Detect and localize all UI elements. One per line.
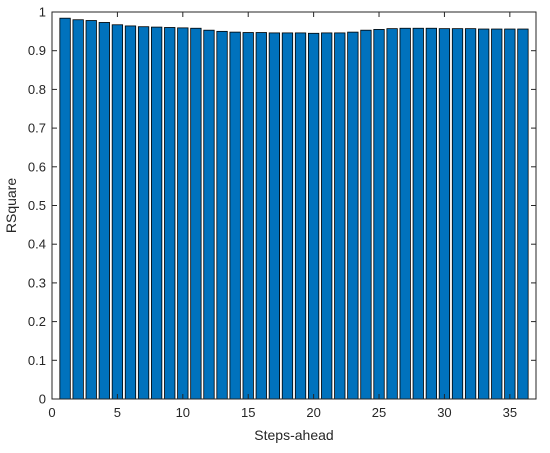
bar-step-10 (177, 27, 189, 400)
bar-step-5 (111, 24, 124, 400)
bar-step-30 (438, 28, 451, 400)
bar-step-8 (151, 26, 163, 400)
x-tick-label: 35 (503, 405, 517, 420)
x-tick-label: 30 (437, 405, 451, 420)
y-tick-label: 0.9 (28, 43, 46, 58)
bars-group (59, 17, 529, 400)
y-tick-label: 0.6 (28, 159, 46, 174)
y-tick-label: 0.7 (28, 121, 46, 136)
y-tick-label: 0 (39, 392, 46, 407)
y-tick-label: 0.3 (28, 275, 46, 290)
plot-area-frame (51, 11, 537, 400)
y-tick-label: 1 (39, 5, 46, 20)
x-axis-ticks: 0 5 10 15 20 25 30 35 (48, 12, 517, 420)
y-axis-label: RSquare (3, 178, 19, 233)
bar-step-15 (242, 32, 254, 400)
bar-step-22 (334, 32, 346, 400)
y-tick-label: 0.8 (28, 82, 46, 97)
bar-step-7 (137, 26, 150, 400)
bar-step-36 (517, 28, 529, 400)
bar-step-2 (72, 19, 84, 400)
bar-step-34 (491, 28, 503, 400)
bar-step-32 (464, 28, 477, 400)
bar-step-18 (281, 32, 294, 400)
bar-step-31 (451, 28, 464, 400)
bar-step-3 (85, 20, 97, 400)
bar-step-24 (360, 29, 372, 400)
x-tick-label: 25 (372, 405, 386, 420)
y-tick-label: 0.4 (28, 237, 46, 252)
bar-step-19 (294, 32, 307, 400)
bar-step-26 (386, 28, 398, 400)
x-tick-label: 15 (241, 405, 255, 420)
y-tick-label: 0.1 (28, 353, 46, 368)
bar-step-14 (229, 31, 241, 400)
bar-step-6 (124, 25, 137, 400)
x-tick-label: 0 (48, 405, 55, 420)
bar-step-25 (373, 29, 385, 400)
bar-step-29 (425, 27, 437, 400)
bar-step-35 (504, 28, 516, 400)
bar-step-4 (98, 22, 110, 400)
bar-step-27 (399, 27, 411, 400)
bar-step-11 (190, 27, 202, 400)
x-axis-label: Steps-ahead (254, 427, 333, 443)
x-tick-label: 20 (306, 405, 320, 420)
bar-step-1 (59, 17, 71, 400)
bar-step-28 (412, 27, 424, 400)
bar-step-21 (321, 32, 333, 400)
y-axis-ticks: 0 0.1 0.2 0.3 0.4 0.5 0.6 0.7 0.8 0.9 1 (28, 5, 536, 407)
bar-step-9 (164, 27, 176, 400)
bar-step-33 (478, 28, 490, 400)
bar-step-23 (347, 31, 359, 400)
bar-step-17 (268, 32, 281, 400)
y-tick-label: 0.2 (28, 314, 46, 329)
y-tick-label: 0.5 (28, 198, 46, 213)
bar-step-13 (216, 30, 228, 400)
bar-step-16 (255, 32, 267, 400)
x-tick-label: 10 (176, 405, 190, 420)
x-tick-label: 5 (114, 405, 121, 420)
bar-step-12 (203, 29, 215, 400)
bar-step-20 (307, 32, 320, 400)
